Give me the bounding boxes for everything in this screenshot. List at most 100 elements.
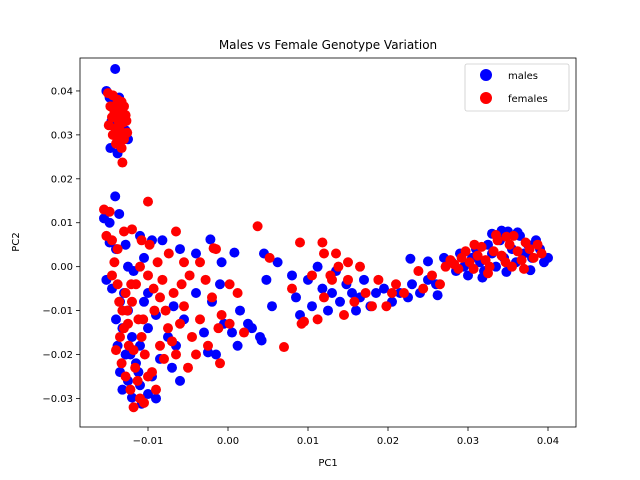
males-point — [191, 288, 201, 299]
females-point — [116, 143, 127, 154]
females-point — [111, 345, 121, 356]
males-point — [157, 235, 168, 246]
females-point — [107, 270, 117, 281]
females-point — [148, 283, 159, 294]
x-tick-label: 0.00 — [217, 436, 239, 447]
females-point — [195, 257, 205, 268]
males-point — [307, 301, 317, 312]
females-point — [349, 296, 360, 307]
males-point — [143, 389, 153, 400]
males-point — [256, 335, 267, 346]
females-point — [187, 331, 197, 342]
females-point — [116, 358, 127, 369]
females-point — [325, 270, 336, 281]
females-point — [121, 115, 132, 126]
males-point — [287, 270, 297, 281]
females-point — [516, 255, 527, 266]
males-point — [151, 393, 161, 404]
males-point — [291, 292, 301, 303]
y-tick-label: 0.02 — [51, 174, 73, 185]
females-point — [483, 268, 493, 279]
males-point — [323, 305, 333, 316]
females-point — [501, 231, 512, 242]
males-point — [167, 362, 177, 373]
x-tick-label: −0.01 — [133, 436, 164, 447]
females-point — [207, 292, 217, 303]
females-point — [279, 342, 289, 353]
females-point — [460, 246, 471, 257]
males-point — [111, 314, 121, 325]
females-point — [132, 375, 143, 386]
females-point — [160, 305, 171, 316]
males-point — [272, 257, 283, 268]
females-point — [319, 248, 329, 259]
females-point — [367, 301, 377, 312]
y-tick-label: −0.01 — [42, 306, 73, 317]
females-point — [119, 226, 129, 237]
plot-frame — [79, 57, 577, 428]
males-point — [379, 283, 389, 294]
x-axis: −0.01 0.00 0.01 0.02 0.03 0.04 — [133, 427, 559, 447]
males-point — [463, 270, 473, 281]
males-point — [235, 305, 245, 316]
females-point — [163, 323, 173, 334]
males-point — [423, 256, 433, 267]
females-point — [413, 266, 424, 277]
males-point — [110, 63, 121, 74]
x-tick-label: 0.04 — [537, 436, 559, 447]
females-point — [418, 283, 429, 294]
females-point — [157, 274, 168, 285]
females-point — [144, 239, 155, 250]
females-point — [387, 288, 397, 299]
females-point — [524, 244, 535, 255]
males-point — [114, 208, 125, 219]
females-point — [299, 316, 309, 327]
females-point — [355, 261, 365, 272]
females-point — [319, 292, 329, 303]
x-tick-label: 0.02 — [377, 436, 399, 447]
females-point — [107, 235, 117, 246]
males-point — [123, 261, 133, 272]
y-tick-label: 0.00 — [51, 262, 73, 273]
females-point — [343, 274, 353, 285]
females-point — [391, 279, 401, 290]
females-point — [171, 226, 181, 237]
females-point — [435, 279, 445, 290]
legend-label-females: females — [508, 94, 548, 105]
chart-title: Males vs Female Genotype Variation — [219, 38, 437, 52]
females-point — [171, 349, 181, 360]
males-point — [312, 261, 323, 272]
males-point — [407, 279, 417, 290]
males-point — [168, 301, 179, 312]
females-point — [120, 371, 131, 382]
females-point — [136, 331, 147, 342]
females-point — [224, 318, 235, 329]
males-point — [351, 305, 361, 316]
females-point — [507, 261, 517, 272]
females-point — [112, 279, 123, 290]
legend-marker-females — [480, 92, 492, 104]
males-point — [347, 288, 357, 299]
females-point — [373, 274, 384, 285]
females-point — [287, 283, 297, 294]
males-point — [317, 283, 328, 294]
females-point — [176, 279, 187, 290]
females-point — [135, 261, 145, 272]
females-point — [122, 305, 133, 316]
females-point — [104, 206, 115, 217]
females-point — [163, 248, 174, 259]
females-point — [119, 323, 129, 334]
females-point — [213, 323, 224, 334]
series-females — [99, 88, 547, 413]
y-tick-label: 0.03 — [51, 130, 73, 141]
points-layer — [99, 63, 553, 413]
females-point — [179, 257, 189, 268]
females-point — [120, 288, 131, 299]
legend: males females — [464, 63, 570, 112]
males-point — [227, 327, 237, 338]
females-point — [119, 101, 129, 112]
females-point — [488, 246, 499, 257]
females-point — [195, 314, 205, 325]
females-point — [360, 288, 371, 299]
females-point — [139, 397, 149, 408]
